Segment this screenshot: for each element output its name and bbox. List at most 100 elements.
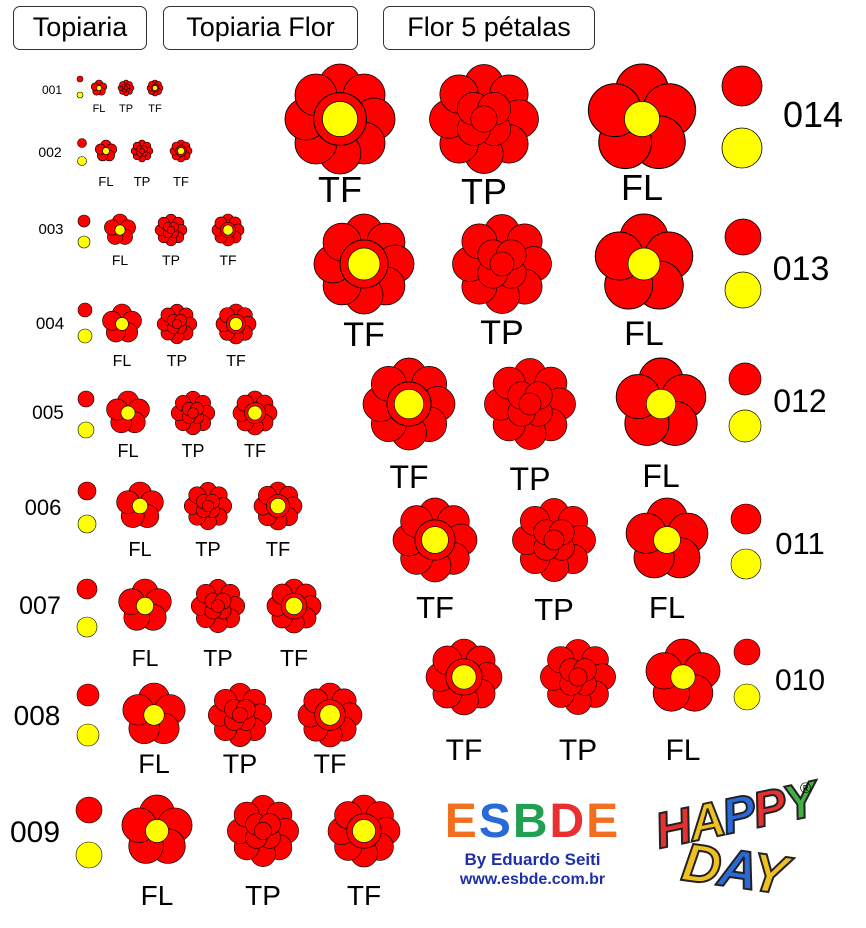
size-id-008: 008 [14, 700, 61, 731]
inner-disc [166, 225, 176, 235]
flower-tp [227, 795, 299, 867]
flower-tf [266, 578, 322, 634]
inner-disc [139, 148, 145, 154]
brand-url[interactable]: www.esbde.com.br [459, 871, 606, 888]
flower-fl [122, 682, 186, 745]
label-tf: TF [416, 590, 454, 625]
swatch-center [733, 683, 761, 711]
size-id-009: 009 [10, 816, 60, 849]
flower-tf [211, 213, 245, 247]
swatch-center [77, 156, 87, 166]
flower-fl [106, 390, 150, 434]
label-tp: TP [534, 592, 574, 627]
label-tp: TP [167, 353, 187, 370]
swatch-petal [728, 362, 762, 396]
flower-tf [253, 481, 303, 531]
flower-center [285, 597, 303, 615]
swatch-center [76, 91, 84, 99]
size-id-012: 012 [773, 383, 826, 419]
inner-disc [543, 529, 565, 551]
flower-center [670, 664, 696, 690]
tab-flor-5-petalas[interactable]: Flor 5 pétalas [383, 6, 595, 50]
size-id-013: 013 [773, 250, 830, 288]
label-tf: TF [148, 103, 162, 115]
flower-tp [190, 578, 246, 634]
size-id-007: 007 [19, 592, 61, 620]
flower-tp [117, 79, 135, 97]
label-fl: FL [98, 174, 113, 189]
swatch-petal [77, 481, 97, 501]
brand-letter: B [512, 795, 550, 848]
flower-center [115, 317, 129, 331]
size-id-005: 005 [32, 403, 64, 424]
flower-center [177, 147, 185, 155]
flower-fl [121, 794, 193, 864]
label-fl: FL [138, 749, 170, 779]
flower-fl [615, 357, 707, 446]
label-fl: FL [113, 353, 132, 370]
tab-topiaria-flor[interactable]: Topiaria Flor [163, 6, 358, 50]
flower-center [319, 704, 341, 726]
swatch-center [75, 841, 103, 869]
label-tf: TF [280, 645, 308, 671]
swatch-petal [730, 503, 762, 535]
flower-tp [130, 139, 154, 163]
label-fl: FL [128, 539, 151, 561]
flower-fl [102, 303, 142, 343]
brand-letter: D [549, 795, 587, 848]
label-tf: TF [347, 880, 381, 911]
flower-center [247, 405, 263, 421]
label-fl: FL [665, 734, 700, 767]
swatch-petal [75, 796, 103, 824]
flower-center [96, 85, 102, 91]
flower-tf [425, 638, 503, 716]
swatch-petal [76, 683, 100, 707]
swatch-center [77, 328, 93, 344]
esbde-brand: ESBDE By Eduardo Seiti www.esbde.com.br [440, 796, 625, 890]
size-id-014: 014 [783, 94, 843, 135]
flower-tf [146, 79, 164, 97]
swatch-center [77, 421, 95, 439]
swatch-petal [77, 302, 93, 318]
label-tf: TF [389, 459, 428, 495]
inner-disc [470, 105, 498, 133]
flower-center [627, 247, 661, 281]
inner-disc [568, 667, 588, 687]
swatch-petal [77, 138, 87, 148]
label-tp: TP [195, 539, 221, 561]
flower-tf [232, 390, 278, 436]
label-tf: TF [314, 749, 347, 779]
flower-center [421, 526, 449, 554]
flower-center [653, 526, 681, 554]
size-id-003: 003 [38, 221, 63, 238]
label-fl: FL [132, 645, 159, 671]
inner-disc [123, 85, 129, 91]
flower-fl [587, 63, 697, 170]
tab-topiaria[interactable]: Topiaria [13, 6, 147, 50]
label-tp: TP [203, 645, 232, 671]
flower-fl [594, 213, 694, 310]
swatch-center [76, 616, 98, 638]
label-tp: TP [119, 103, 133, 115]
flower-fl [90, 79, 108, 96]
size-id-010: 010 [775, 664, 825, 697]
size-id-004: 004 [36, 314, 64, 333]
logo-letter: Y [747, 841, 791, 907]
flower-center [347, 247, 381, 281]
flower-center [322, 101, 358, 137]
label-tf: TF [343, 316, 385, 354]
label-tf: TF [173, 174, 189, 189]
size-id-002: 002 [38, 144, 62, 160]
swatch-petal [77, 390, 95, 408]
label-tp: TP [162, 252, 180, 268]
flower-fl [94, 139, 118, 162]
flower-center [645, 388, 677, 420]
inner-disc [211, 599, 225, 613]
label-tf: TF [446, 734, 483, 767]
label-tf: TF [226, 353, 246, 370]
flower-center [352, 819, 376, 843]
flower-tf [392, 497, 478, 583]
label-tf: TF [244, 441, 266, 461]
swatch-petal [76, 75, 84, 83]
